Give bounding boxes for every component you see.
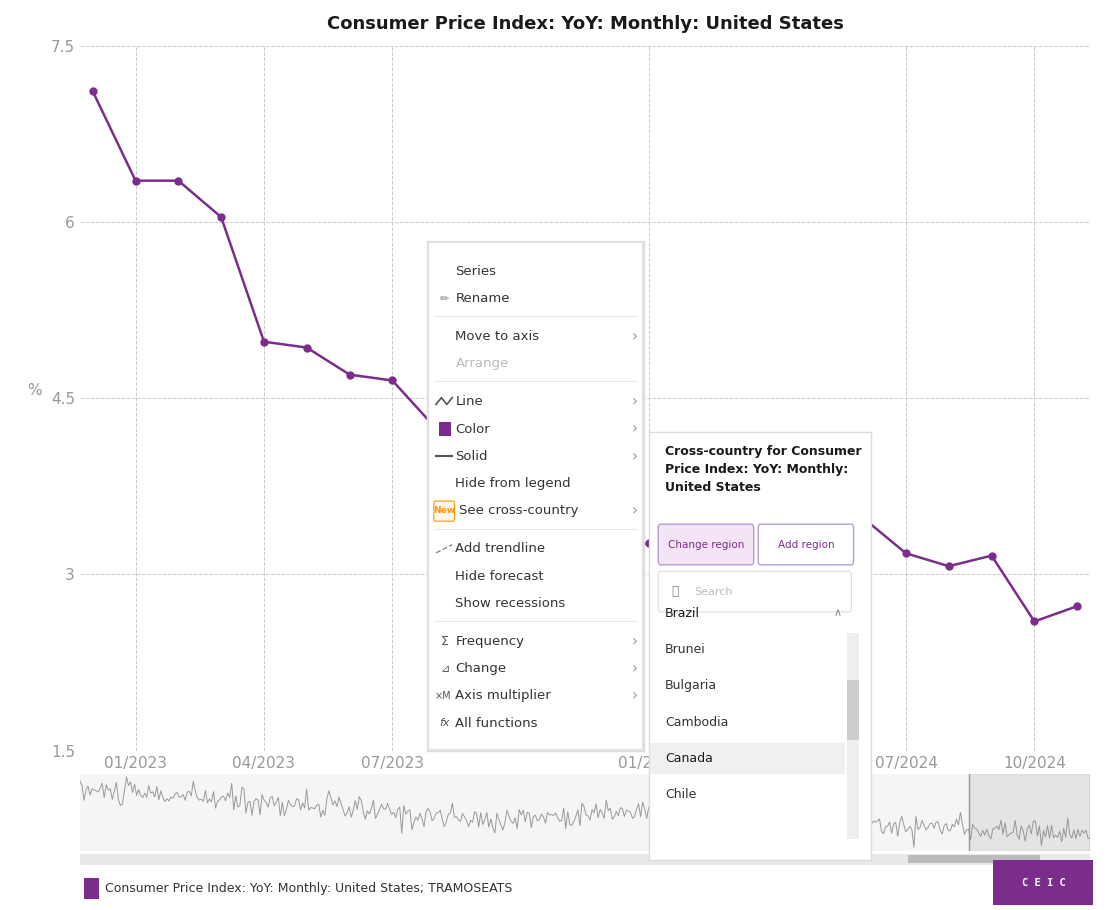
Bar — [969, 774, 1090, 851]
Text: ✏: ✏ — [440, 294, 450, 304]
Text: Frequency: Frequency — [455, 635, 525, 648]
FancyBboxPatch shape — [658, 571, 851, 612]
Bar — [440, 422, 451, 436]
Text: Series: Series — [455, 265, 496, 278]
Text: Σ: Σ — [441, 635, 448, 648]
Text: All functions: All functions — [455, 717, 538, 730]
Text: ⌕: ⌕ — [672, 585, 678, 598]
Text: Add trendline: Add trendline — [455, 542, 546, 555]
Text: ›: › — [632, 449, 637, 464]
Text: New: New — [433, 507, 455, 515]
Title: Consumer Price Index: YoY: Monthly: United States: Consumer Price Index: YoY: Monthly: Unit… — [326, 15, 844, 33]
FancyBboxPatch shape — [988, 860, 1099, 905]
Bar — [847, 681, 859, 740]
Text: Move to axis: Move to axis — [455, 330, 539, 343]
Text: Consumer Price Index: YoY: Monthly: United States; TRAMOSEATS: Consumer Price Index: YoY: Monthly: Unit… — [104, 882, 513, 895]
Text: ›: › — [632, 688, 637, 703]
Text: Change region: Change region — [668, 540, 744, 550]
Text: Hide forecast: Hide forecast — [455, 570, 544, 582]
Bar — [908, 854, 1039, 864]
Text: Cross-country for Consumer
Price Index: YoY: Monthly:
United States: Cross-country for Consumer Price Index: … — [665, 445, 861, 494]
Text: ›: › — [632, 421, 637, 437]
Text: C E I C: C E I C — [1021, 878, 1066, 887]
Text: ›: › — [632, 661, 637, 676]
Text: ›: › — [632, 633, 637, 649]
Text: Show recessions: Show recessions — [455, 597, 566, 610]
Text: Axis multiplier: Axis multiplier — [455, 690, 552, 703]
Text: Add region: Add region — [777, 540, 835, 550]
Text: ×M: ×M — [434, 691, 451, 701]
Text: Line: Line — [455, 395, 483, 409]
Text: ∧: ∧ — [834, 608, 842, 618]
Text: Change: Change — [455, 662, 506, 675]
Text: Brazil: Brazil — [665, 607, 700, 620]
FancyBboxPatch shape — [658, 524, 754, 565]
FancyBboxPatch shape — [758, 524, 854, 565]
Bar — [84, 878, 99, 898]
Text: Bulgaria: Bulgaria — [665, 679, 717, 693]
Text: ⊿: ⊿ — [440, 663, 450, 673]
Y-axis label: %: % — [27, 383, 42, 399]
Text: Rename: Rename — [455, 292, 509, 305]
Text: Cambodia: Cambodia — [665, 715, 728, 729]
Bar — [649, 743, 845, 774]
Text: Color: Color — [455, 422, 491, 436]
Text: Canada: Canada — [665, 752, 713, 765]
Text: See cross-country: See cross-country — [458, 504, 578, 518]
Text: Search: Search — [694, 587, 733, 597]
Text: Solid: Solid — [455, 450, 488, 463]
FancyBboxPatch shape — [434, 501, 454, 521]
Text: Hide from legend: Hide from legend — [455, 477, 572, 490]
Text: Arrange: Arrange — [455, 358, 508, 370]
Text: Chile: Chile — [665, 788, 696, 802]
Text: ›: › — [632, 503, 637, 519]
Bar — [847, 633, 859, 839]
Text: Brunei: Brunei — [665, 643, 706, 656]
Text: ›: › — [632, 394, 637, 410]
Text: fx: fx — [440, 718, 450, 728]
Text: ›: › — [632, 329, 637, 344]
